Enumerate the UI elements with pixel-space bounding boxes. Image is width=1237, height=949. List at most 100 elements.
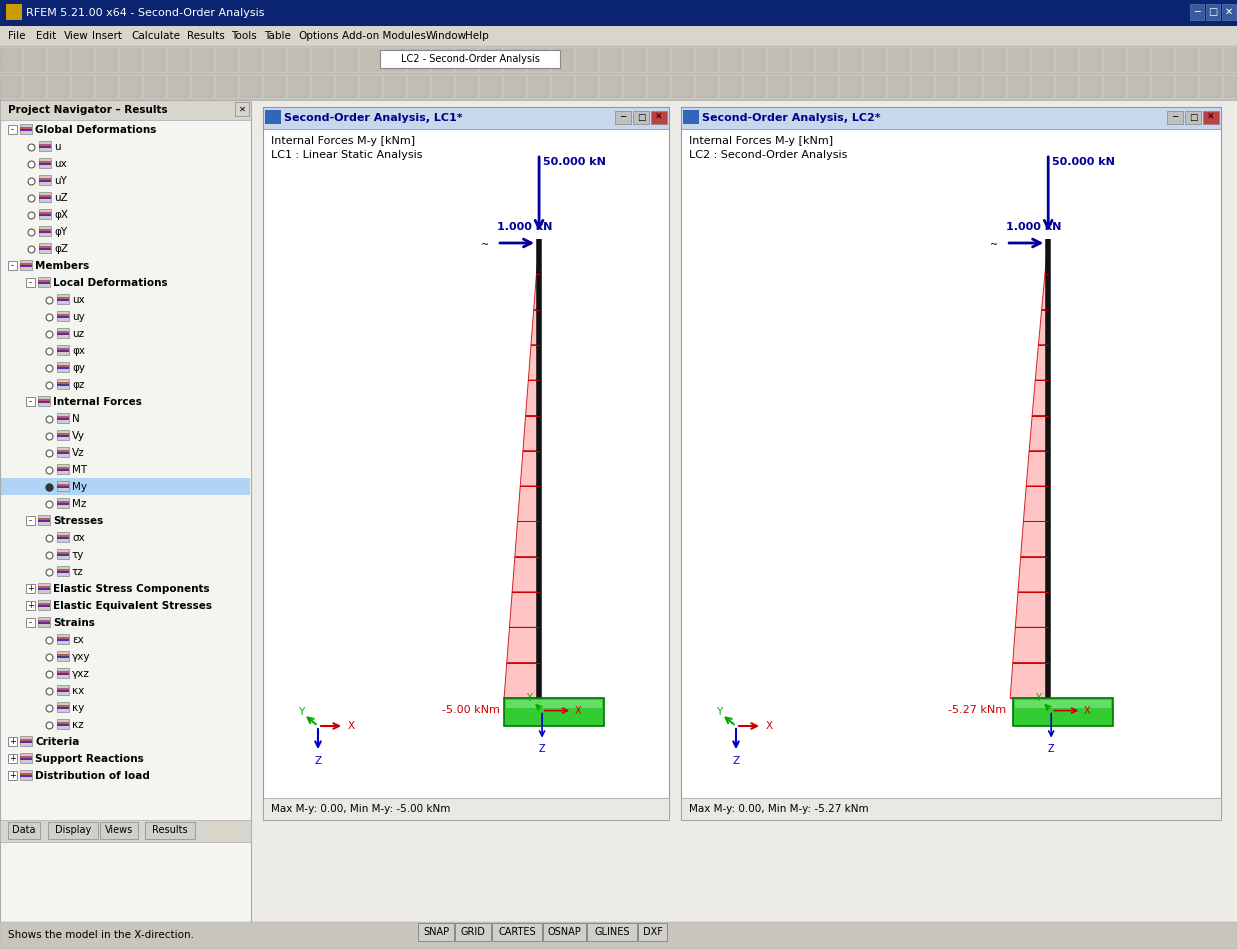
- Bar: [40, 180, 51, 182]
- Bar: [673, 77, 693, 97]
- Bar: [409, 77, 429, 97]
- Bar: [1013, 698, 1113, 726]
- Text: □: □: [1209, 7, 1217, 17]
- Bar: [543, 923, 586, 941]
- Bar: [26, 516, 35, 525]
- Bar: [682, 798, 1221, 820]
- Bar: [38, 518, 49, 522]
- Bar: [816, 77, 837, 97]
- Text: φZ: φZ: [54, 244, 68, 254]
- Bar: [26, 584, 35, 593]
- Bar: [455, 923, 491, 941]
- Text: ✕: ✕: [1225, 7, 1233, 17]
- Text: ux: ux: [54, 159, 67, 169]
- Bar: [38, 515, 49, 525]
- Text: +: +: [27, 601, 33, 610]
- Text: Options: Options: [298, 31, 339, 41]
- Bar: [57, 724, 69, 726]
- Polygon shape: [517, 486, 539, 521]
- Bar: [40, 144, 51, 148]
- Bar: [57, 484, 69, 488]
- Bar: [57, 673, 69, 675]
- Bar: [1129, 49, 1149, 71]
- Bar: [57, 328, 69, 338]
- Bar: [57, 384, 69, 386]
- Bar: [336, 49, 357, 71]
- Text: κz: κz: [72, 720, 84, 730]
- Bar: [841, 49, 861, 71]
- Bar: [57, 685, 69, 695]
- Bar: [193, 49, 213, 71]
- Bar: [529, 77, 549, 97]
- Bar: [38, 280, 49, 284]
- Bar: [7, 822, 40, 839]
- Bar: [1204, 111, 1218, 124]
- Bar: [40, 231, 51, 233]
- Bar: [57, 639, 69, 641]
- Polygon shape: [1011, 662, 1048, 698]
- Text: +: +: [27, 584, 33, 593]
- Bar: [49, 49, 69, 71]
- Bar: [1129, 77, 1149, 97]
- Bar: [57, 452, 69, 454]
- Bar: [57, 566, 69, 576]
- Bar: [20, 773, 32, 777]
- Bar: [625, 49, 644, 71]
- Bar: [456, 49, 477, 71]
- Text: Data: Data: [12, 825, 36, 835]
- Bar: [265, 110, 281, 124]
- Bar: [649, 49, 669, 71]
- Bar: [57, 537, 69, 539]
- Bar: [1176, 49, 1197, 71]
- Text: Results: Results: [187, 31, 224, 41]
- Text: Z: Z: [1048, 744, 1054, 754]
- Text: Internal Forces: Internal Forces: [53, 397, 142, 407]
- Text: ~: ~: [481, 240, 489, 250]
- Text: φy: φy: [72, 363, 85, 373]
- Text: X: X: [1084, 706, 1091, 716]
- Bar: [1033, 77, 1053, 97]
- Bar: [57, 447, 69, 457]
- Text: Max M-y: 0.00, Min M-y: -5.27 kNm: Max M-y: 0.00, Min M-y: -5.27 kNm: [689, 804, 868, 814]
- Text: uz: uz: [72, 329, 84, 339]
- Bar: [40, 163, 51, 165]
- Bar: [1105, 77, 1124, 97]
- Bar: [1201, 49, 1221, 71]
- Bar: [57, 637, 69, 641]
- Text: Internal Forces M-y [kNm]: Internal Forces M-y [kNm]: [271, 136, 416, 146]
- Text: MT: MT: [72, 465, 87, 475]
- Bar: [263, 107, 669, 820]
- Bar: [38, 399, 49, 403]
- Text: ~: ~: [990, 240, 998, 250]
- Bar: [721, 77, 741, 97]
- Text: Stresses: Stresses: [53, 516, 103, 526]
- Bar: [313, 77, 333, 97]
- Text: Criteria: Criteria: [35, 737, 79, 747]
- Bar: [235, 102, 249, 116]
- Bar: [40, 243, 51, 253]
- Bar: [40, 146, 51, 148]
- Bar: [40, 158, 51, 168]
- Bar: [1056, 77, 1077, 97]
- Text: Display: Display: [54, 825, 92, 835]
- Bar: [38, 520, 49, 522]
- Polygon shape: [510, 592, 539, 627]
- Text: Table: Table: [265, 31, 292, 41]
- Polygon shape: [523, 416, 539, 451]
- Bar: [0, 922, 1237, 949]
- Text: Tools: Tools: [231, 31, 257, 41]
- Bar: [38, 605, 49, 607]
- Text: X: X: [575, 706, 581, 716]
- Bar: [57, 707, 69, 709]
- Text: □: □: [1189, 113, 1197, 122]
- Text: GRID: GRID: [460, 927, 485, 937]
- Bar: [0, 26, 1237, 46]
- Bar: [633, 111, 649, 124]
- Bar: [936, 49, 957, 71]
- Bar: [57, 331, 69, 335]
- Text: -: -: [28, 278, 32, 287]
- Polygon shape: [1038, 309, 1048, 344]
- Text: Global Deformations: Global Deformations: [35, 125, 156, 135]
- Text: 50.000 kN: 50.000 kN: [1053, 157, 1115, 167]
- Bar: [1153, 49, 1173, 71]
